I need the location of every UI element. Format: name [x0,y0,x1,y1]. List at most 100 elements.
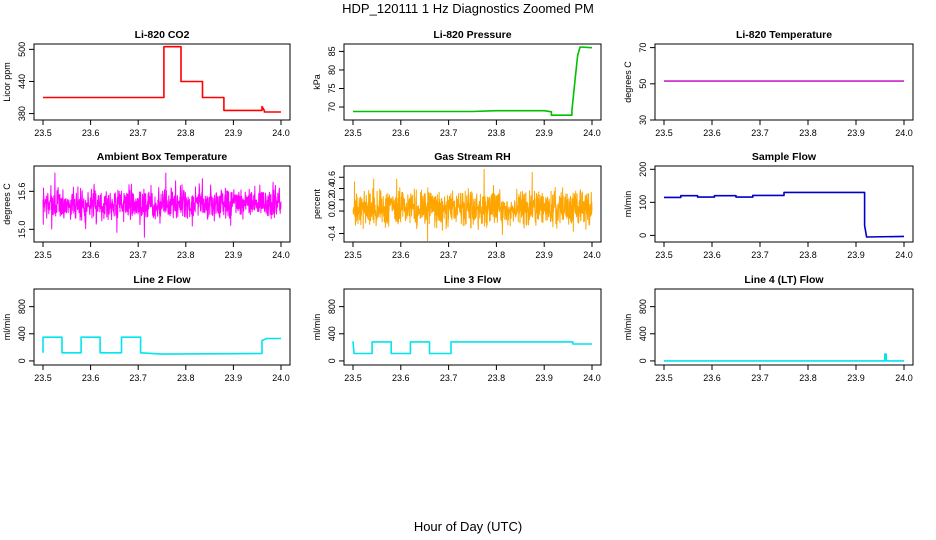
x-tick-label: 23.7 [129,373,147,383]
plot-frame [654,43,914,121]
x-tick-label: 24.0 [895,250,913,260]
y-tick-label: 70 [327,102,337,112]
panel-sampleflow: Sample Flow ml/min 23.5 23.6 23.7 23.8 23.9 24.… [623,151,914,260]
figure-title: HDP_120111 1 Hz Diagnostics Zoomed PM [342,1,594,16]
x-tick-label: 23.5 [34,128,52,138]
y-axis-label: ml/min [312,314,322,341]
x-tick-label: 23.9 [535,373,553,383]
y-tick-label: 15.6 [17,183,27,201]
y-tick-label: -0.4 [327,226,337,242]
x-tick-label: 23.5 [34,250,52,260]
y-axis-label: ml/min [2,314,12,341]
y-axis-label: kPa [312,74,322,90]
plot-frame [654,288,914,366]
y-tick-label: 400 [327,326,337,341]
y-tick-label: 0 [638,233,648,238]
x-tick-label: 23.6 [392,373,410,383]
x-tick-label: 23.8 [177,128,195,138]
x-tick-label: 23.6 [703,128,721,138]
x-tick-label: 23.5 [34,373,52,383]
panel-licortemp: Li-820 Temperature degrees C 23.5 23.6 23.7 2… [623,29,914,138]
x-tick-label: 23.6 [82,128,100,138]
y-tick-label: 100 [638,195,648,210]
x-tick-label: 24.0 [895,373,913,383]
x-tick-label: 24.0 [583,373,601,383]
panel-title: Line 2 Flow [133,274,191,286]
panel-title: Ambient Box Temperature [97,151,228,163]
x-tick-label: 23.5 [344,128,362,138]
series-line-boxtemp [42,172,282,238]
y-tick-label: 440 [17,74,27,89]
panel-title: Li-820 Temperature [736,29,832,41]
y-tick-label: 200 [638,162,648,177]
plot-frame [343,43,602,121]
y-axis-label: degrees C [623,61,633,103]
x-tick-label: 23.7 [440,128,458,138]
y-tick-label: 0.0 [327,205,337,218]
x-axis-label: Hour of Day (UTC) [414,519,522,534]
series-line-line2 [42,336,281,355]
x-tick-label: 23.8 [488,373,506,383]
plot-frame [654,165,914,243]
y-tick-label: 70 [638,43,648,53]
y-tick-label: 380 [17,106,27,121]
y-tick-label: 500 [17,42,27,57]
y-tick-label: 0.2 [327,194,337,207]
y-axis-label: percent [312,188,322,219]
y-tick-label: 15.0 [17,221,27,239]
x-tick-label: 23.7 [440,373,458,383]
x-tick-label: 23.7 [751,250,769,260]
x-tick-label: 23.5 [655,250,673,260]
x-tick-label: 23.9 [847,250,865,260]
x-tick-label: 23.9 [225,373,243,383]
x-tick-label: 23.6 [392,128,410,138]
x-tick-label: 23.8 [488,128,506,138]
x-tick-label: 23.5 [655,373,673,383]
x-tick-label: 23.6 [703,373,721,383]
y-axis-label: ml/min [623,314,633,341]
x-tick-label: 23.6 [392,250,410,260]
panel-title: Gas Stream RH [434,151,510,163]
panel-title: Line 3 Flow [444,274,502,286]
x-tick-label: 23.9 [847,128,865,138]
plot-frame [343,165,602,243]
x-tick-label: 23.8 [177,373,195,383]
plot-frame [33,165,291,243]
y-tick-label: 400 [17,326,27,341]
panel-rh: Gas Stream RH percent 23.5 23.6 23.7 23.8 23.9… [312,151,602,260]
x-tick-label: 23.9 [225,128,243,138]
y-tick-label: 0.4 [327,182,337,195]
panel-grid: Li-820 CO2 Licor ppm 23.5 23.6 23.7 23.8 23.9 2… [2,29,914,383]
y-tick-label: 400 [638,326,648,341]
panel-line4: Line 4 (LT) Flow ml/min 23.5 23.6 23.7 23.8 23… [623,274,914,383]
panel-co2: Li-820 CO2 Licor ppm 23.5 23.6 23.7 23.8 23.9 2… [2,29,291,138]
x-tick-label: 23.8 [177,250,195,260]
x-tick-label: 23.7 [751,373,769,383]
x-tick-label: 24.0 [272,373,290,383]
x-tick-label: 24.0 [583,128,601,138]
series-line-sampleflow [664,191,905,238]
y-tick-label: 800 [17,299,27,314]
series-line-rh [352,168,593,242]
panel-title: Li-820 Pressure [433,29,511,41]
y-tick-label: 0 [327,358,337,363]
x-tick-label: 23.8 [488,250,506,260]
panel-boxtemp: Ambient Box Temperature degrees C 23.5 23.6… [2,151,291,260]
x-tick-label: 23.7 [440,250,458,260]
plot-frame [33,288,291,366]
x-tick-label: 23.5 [344,373,362,383]
plot-frame [33,43,291,121]
y-tick-label: 800 [327,299,337,314]
y-axis-label: degrees C [2,183,12,225]
x-tick-label: 23.9 [847,373,865,383]
x-tick-label: 23.8 [799,373,817,383]
y-tick-label: 0 [638,358,648,363]
x-tick-label: 23.8 [799,128,817,138]
x-tick-label: 24.0 [272,250,290,260]
x-tick-label: 23.7 [129,250,147,260]
y-tick-label: 50 [638,79,648,89]
y-axis-label: Licor ppm [2,62,12,102]
series-line-line3 [352,341,592,355]
x-tick-label: 23.9 [535,250,553,260]
panel-title: Sample Flow [752,151,817,163]
